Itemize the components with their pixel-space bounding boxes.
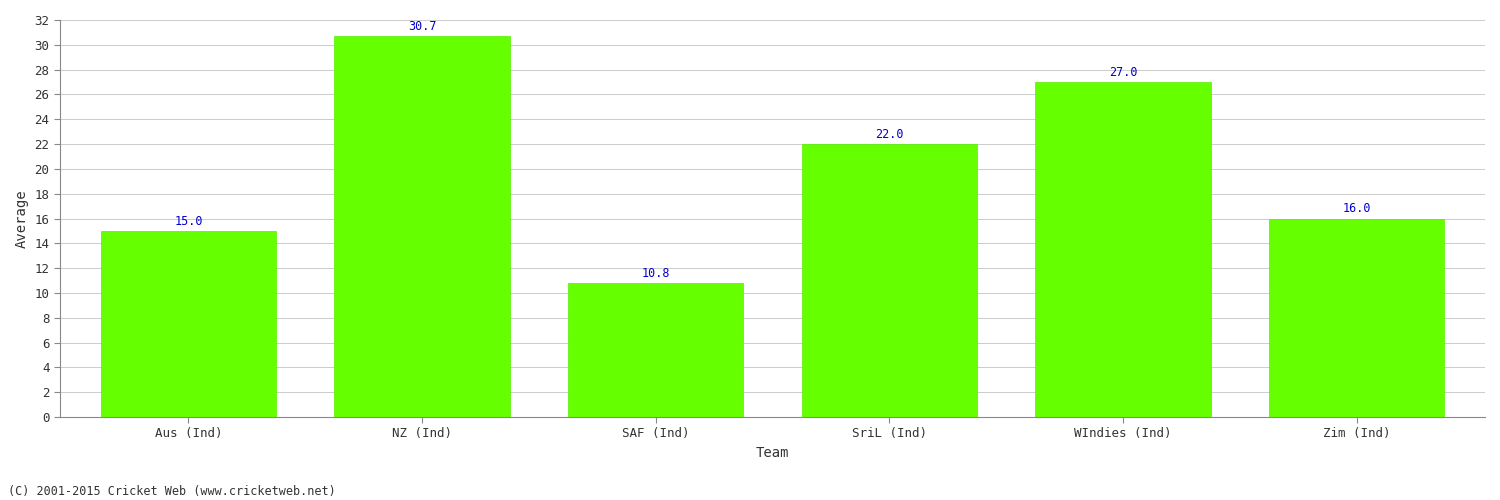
Bar: [568, 283, 744, 417]
X-axis label: Team: Team: [756, 446, 789, 460]
Bar: [1269, 218, 1444, 417]
Text: 10.8: 10.8: [642, 267, 670, 280]
Text: 15.0: 15.0: [174, 215, 202, 228]
Text: 22.0: 22.0: [874, 128, 903, 141]
Bar: [334, 36, 510, 417]
Text: 27.0: 27.0: [1108, 66, 1137, 79]
Bar: [801, 144, 976, 417]
Y-axis label: Average: Average: [15, 189, 28, 248]
Text: 30.7: 30.7: [408, 20, 436, 33]
Text: 16.0: 16.0: [1342, 202, 1371, 215]
Text: (C) 2001-2015 Cricket Web (www.cricketweb.net): (C) 2001-2015 Cricket Web (www.cricketwe…: [8, 484, 336, 498]
Bar: [100, 231, 276, 417]
Bar: [1035, 82, 1211, 417]
